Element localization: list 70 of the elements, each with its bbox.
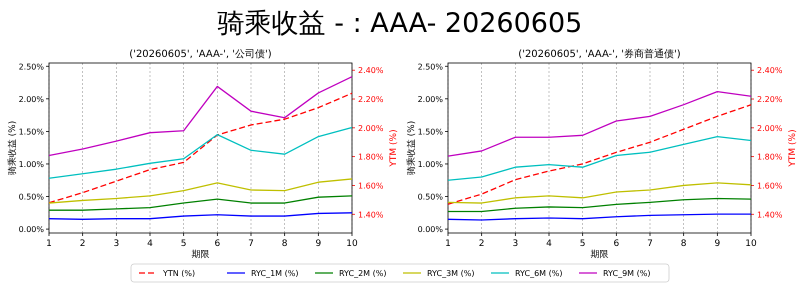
legend-label: RYC_9M (%) <box>603 269 650 278</box>
x-tick-label: 5 <box>180 239 187 249</box>
chart-title: ('20260605', 'AAA-', '公司债') <box>129 48 272 60</box>
x-tick-label: 5 <box>580 239 586 249</box>
y2-tick-label: 1.80% <box>757 152 783 162</box>
legend-label: RYC_6M (%) <box>515 269 562 278</box>
x-tick-label: 6 <box>613 239 620 249</box>
y2-tick-label: 2.40% <box>358 66 384 76</box>
x-tick-label: 3 <box>512 239 518 249</box>
y-tick-label: 1.50% <box>418 127 444 136</box>
y-tick-label: 0.50% <box>18 192 44 202</box>
x-tick-label: 9 <box>714 239 720 249</box>
x-tick-label: 1 <box>445 239 451 249</box>
x-tick-label: 2 <box>80 239 86 249</box>
x-tick-label: 10 <box>346 239 358 249</box>
x-tick-label: 7 <box>647 239 653 249</box>
x-tick-label: 3 <box>113 239 120 249</box>
line-series <box>48 126 353 179</box>
y2-tick-label: 2.00% <box>358 124 384 133</box>
legend-label: YTN (%) <box>162 269 196 278</box>
chart-title: ('20260605', 'AAA-', '券商普通债') <box>518 48 681 60</box>
legend-label: RYC_3M (%) <box>427 269 474 278</box>
x-tick-label: 4 <box>546 239 552 249</box>
line-series <box>48 195 353 211</box>
legend-label: RYC_2M (%) <box>339 269 386 278</box>
x-tick-label: 6 <box>214 239 220 249</box>
line-series <box>447 182 752 204</box>
y2-tick-label: 2.00% <box>757 124 783 133</box>
y-tick-label: 0.00% <box>18 225 44 234</box>
y-axis-title: 骑乘收益 (%) <box>406 120 417 176</box>
y-tick-label: 2.00% <box>418 94 444 104</box>
y-tick-label: 2.00% <box>18 94 44 104</box>
line-series <box>48 76 353 156</box>
y2-tick-label: 1.80% <box>358 152 384 162</box>
line-series <box>48 212 353 220</box>
y-tick-label: 2.50% <box>18 62 44 72</box>
y2-tick-label: 1.60% <box>358 181 384 190</box>
y2-tick-label: 1.40% <box>757 210 783 220</box>
line-series <box>447 136 752 181</box>
legend-label: RYC_1M (%) <box>251 269 298 278</box>
y2-tick-label: 2.40% <box>757 66 783 76</box>
y-axis-title: 骑乘收益 (%) <box>7 120 18 176</box>
y-tick-label: 0.00% <box>418 225 444 234</box>
y2-axis-title: YTM (%) <box>788 129 798 168</box>
y-tick-label: 0.50% <box>418 192 444 202</box>
y-tick-label: 2.50% <box>418 62 444 72</box>
text: 骑乘收益 - : AAA- 20260605 <box>218 8 582 39</box>
y2-tick-label: 1.40% <box>358 210 384 220</box>
y-tick-label: 1.50% <box>18 127 44 136</box>
line-series <box>48 178 353 204</box>
line-series <box>48 92 353 204</box>
y-tick-label: 1.00% <box>18 160 44 169</box>
x-tick-label: 1 <box>46 239 52 249</box>
x-tick-label: 7 <box>248 239 254 249</box>
x-tick-label: 8 <box>282 239 288 249</box>
x-tick-label: 8 <box>680 239 687 249</box>
y-tick-label: 1.00% <box>418 160 444 169</box>
y2-axis-title: YTM (%) <box>389 129 399 168</box>
line-series <box>447 198 752 212</box>
x-tick-label: 10 <box>745 239 757 249</box>
y2-tick-label: 2.20% <box>757 95 783 104</box>
x-tick-label: 9 <box>315 239 322 249</box>
x-tick-label: 2 <box>478 239 485 249</box>
x-tick-label: 4 <box>147 239 154 249</box>
y2-tick-label: 1.60% <box>757 181 783 190</box>
x-axis-title: 期限 <box>192 249 210 260</box>
line-series <box>447 91 752 157</box>
y2-tick-label: 2.20% <box>358 95 384 104</box>
x-axis-title: 期限 <box>590 249 608 260</box>
line-series <box>447 104 752 205</box>
